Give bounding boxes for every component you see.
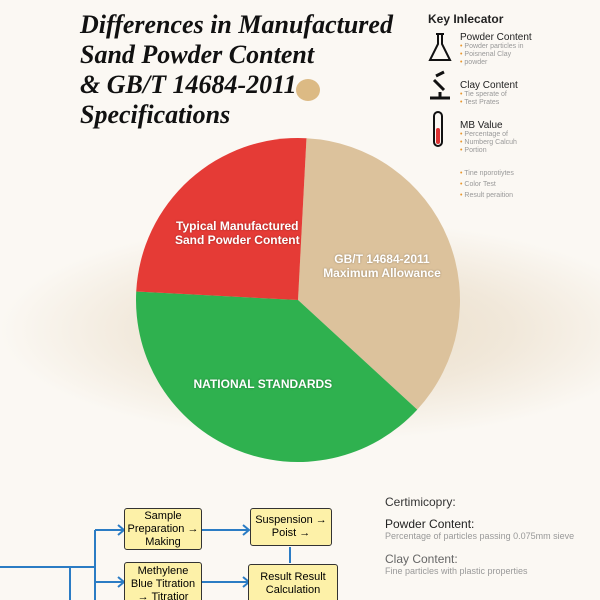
sand-icon xyxy=(296,79,320,101)
pie-slice xyxy=(135,291,418,462)
flow-box: Sample Preparation → Making xyxy=(124,508,202,550)
slice-label: Typical Manufactured Sand Powder Content xyxy=(174,218,300,247)
key-panel: Key Inlecator Powder Content Powder part… xyxy=(428,12,598,201)
key-note: Tie sperate of xyxy=(460,91,507,98)
title-line: Differences in Manufactured xyxy=(80,10,393,39)
notes-item-title: Clay Content: xyxy=(385,552,458,566)
flow-box: Result Result Calculation xyxy=(248,564,338,600)
key-note: Numberg Calcuh xyxy=(460,139,517,146)
tube-icon xyxy=(433,111,443,147)
key-item-title: Clay Content xyxy=(460,80,518,91)
key-item: Powder Content Powder particles inPoisne… xyxy=(428,32,598,80)
notes-item-title: Powder Content: xyxy=(385,517,475,531)
notes-panel: Certimicopry: Powder Content: Percentage… xyxy=(385,495,595,577)
pie-slice xyxy=(136,138,307,300)
key-item: MB Value Percentage ofNumberg CalcuhPort… xyxy=(428,120,598,168)
notes-item-text: Percentage of particles passing 0.075mm … xyxy=(385,531,575,541)
notes-item-text: Fine particles with plastic properties xyxy=(385,566,528,576)
key-bullet: Result peraition xyxy=(460,192,513,199)
key-note: Test Prates xyxy=(460,99,499,106)
flow-box: Methylene Blue Titration → Titratior xyxy=(124,562,202,600)
microscope-icon xyxy=(430,70,450,100)
title-line: Sand Powder Content xyxy=(80,40,315,69)
key-note: powder xyxy=(460,59,487,66)
title-line: & GB/T 14684-2011 xyxy=(80,70,297,99)
flow-box: Suspension → Poist → xyxy=(250,508,332,546)
key-note: Percentage of xyxy=(460,131,508,138)
key-bullet: Color Test xyxy=(460,181,496,188)
key-note: Powder particles in xyxy=(460,43,524,50)
key-item-title: MB Value xyxy=(460,120,503,131)
notes-title: Certimicopry: xyxy=(385,495,456,509)
key-item: Clay Content Tie sperate ofTest Prates xyxy=(428,80,598,120)
key-title: Key Inlecator xyxy=(428,12,504,26)
key-bullets: Tine nporotiytes Color Test Result perai… xyxy=(428,168,598,201)
title-line: Specifications xyxy=(80,100,231,129)
pie-slice xyxy=(298,138,460,410)
title: Differences in Manufactured Sand Powder … xyxy=(80,10,393,130)
key-item-title: Powder Content xyxy=(460,32,532,43)
slice-label: NATIONAL STANDARDS xyxy=(193,376,333,391)
tube-fill xyxy=(436,128,440,144)
slice-label: GB/T 14684-2011 Maximum Allowance xyxy=(323,251,441,280)
key-bullet: Tine nporotiytes xyxy=(460,170,514,177)
key-note: Poisnenal Clay xyxy=(460,51,511,58)
key-note: Portion xyxy=(460,147,487,154)
flask-icon xyxy=(428,33,452,61)
